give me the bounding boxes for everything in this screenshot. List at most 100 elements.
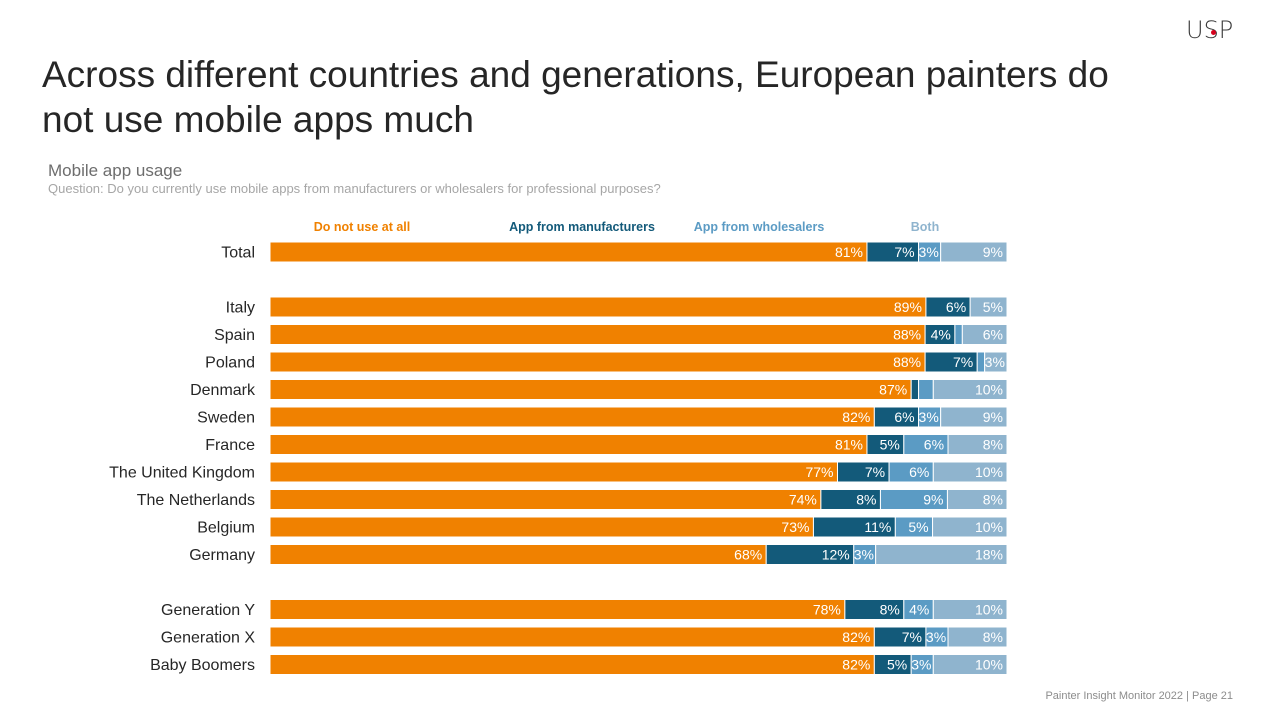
data-label-france-both: 8%	[983, 437, 1003, 453]
data-label-france-app-from-manufacturers: 5%	[880, 437, 900, 453]
legend-app-from-manufacturers: App from manufacturers	[509, 220, 655, 234]
data-label-generation-x-do-not-use-at-all: 82%	[842, 629, 870, 645]
data-label-italy-app-from-manufacturers: 6%	[946, 299, 966, 315]
data-label-sweden-both: 9%	[983, 409, 1003, 425]
category-label-generation-x: Generation X	[161, 630, 256, 647]
category-label-generation-y: Generation Y	[161, 602, 255, 619]
bar-spain-both	[961, 324, 1008, 345]
category-label-total: Total	[221, 245, 255, 262]
bar-the-netherlands-both	[946, 489, 1008, 510]
data-label-germany-both: 18%	[975, 547, 1003, 563]
bar-italy-do-not-use-at-all	[269, 296, 927, 318]
data-label-the-netherlands-app-from-wholesalers: 9%	[923, 492, 943, 508]
data-label-denmark-both: 10%	[975, 382, 1003, 398]
data-label-total-app-from-wholesalers: 3%	[919, 244, 939, 260]
bar-baby-boomers-do-not-use-at-all	[269, 654, 875, 675]
bar-the-netherlands-do-not-use-at-all	[269, 489, 822, 510]
data-label-france-do-not-use-at-all: 81%	[835, 437, 863, 453]
category-label-poland: Poland	[205, 355, 255, 372]
data-label-total-both: 9%	[983, 244, 1003, 260]
data-label-spain-both: 6%	[983, 327, 1003, 343]
bar-poland-do-not-use-at-all	[269, 351, 926, 373]
bar-sweden-do-not-use-at-all	[269, 406, 875, 428]
legend-app-from-wholesalers: App from wholesalers	[694, 220, 825, 234]
bar-belgium-do-not-use-at-all	[269, 516, 814, 538]
data-label-poland-app-from-manufacturers: 7%	[953, 354, 973, 370]
category-label-sweden: Sweden	[197, 410, 255, 427]
data-label-the-netherlands-both: 8%	[983, 492, 1003, 508]
data-label-total-app-from-manufacturers: 7%	[894, 244, 914, 260]
data-label-sweden-app-from-wholesalers: 3%	[919, 409, 939, 425]
data-label-germany-app-from-manufacturers: 12%	[822, 547, 850, 563]
bar-germany-both	[875, 544, 1008, 565]
data-label-france-app-from-wholesalers: 6%	[924, 437, 944, 453]
data-label-generation-y-app-from-manufacturers: 8%	[880, 602, 900, 618]
data-label-spain-do-not-use-at-all: 88%	[893, 327, 921, 343]
category-label-belgium: Belgium	[197, 520, 255, 537]
bar-total-do-not-use-at-all	[269, 241, 868, 263]
bar-denmark-app-from-wholesalers	[918, 379, 934, 400]
data-label-italy-do-not-use-at-all: 89%	[894, 299, 922, 315]
category-label-the-netherlands: The Netherlands	[137, 492, 255, 509]
chart-bars	[269, 241, 1008, 675]
data-label-belgium-both: 10%	[975, 519, 1003, 535]
data-label-sweden-do-not-use-at-all: 82%	[842, 409, 870, 425]
page-title: Across different countries and generatio…	[42, 54, 1109, 140]
data-label-baby-boomers-both: 10%	[975, 657, 1003, 673]
bar-denmark-both	[932, 379, 1008, 400]
bar-france-do-not-use-at-all	[269, 434, 868, 455]
data-label-generation-x-app-from-manufacturers: 7%	[902, 629, 922, 645]
data-label-baby-boomers-app-from-wholesalers: 3%	[911, 657, 931, 673]
bar-italy-both	[969, 296, 1008, 318]
bar-spain-app-from-wholesalers	[954, 324, 963, 345]
data-label-the-united-kingdom-both: 10%	[975, 464, 1003, 480]
bar-generation-y-both	[932, 599, 1008, 620]
chart-title: Mobile app usage	[48, 161, 183, 180]
data-label-the-united-kingdom-app-from-wholesalers: 6%	[909, 464, 929, 480]
bar-generation-y-do-not-use-at-all	[269, 599, 846, 620]
data-label-baby-boomers-app-from-manufacturers: 5%	[887, 657, 907, 673]
legend-do-not-use-at-all: Do not use at all	[314, 220, 411, 234]
chart-legend: Do not use at all App from manufacturers A…	[314, 220, 940, 234]
bar-france-both	[947, 434, 1008, 455]
data-label-the-netherlands-do-not-use-at-all: 74%	[789, 492, 817, 508]
bar-baby-boomers-both	[932, 654, 1008, 675]
data-label-germany-do-not-use-at-all: 68%	[734, 547, 762, 563]
category-label-italy: Italy	[226, 300, 255, 317]
data-label-germany-app-from-wholesalers: 3%	[854, 547, 874, 563]
category-label-france: France	[205, 437, 255, 454]
category-labels: Total Italy Spain Poland Denmark Sweden France…	[109, 245, 256, 675]
data-label-generation-x-app-from-wholesalers: 3%	[926, 629, 946, 645]
bar-spain-do-not-use-at-all	[269, 324, 926, 345]
data-label-poland-do-not-use-at-all: 88%	[893, 354, 921, 370]
category-label-denmark: Denmark	[190, 382, 256, 399]
category-label-baby-boomers: Baby Boomers	[150, 657, 255, 674]
data-label-total-do-not-use-at-all: 81%	[835, 244, 863, 260]
data-label-the-united-kingdom-do-not-use-at-all: 77%	[805, 464, 833, 480]
category-label-the-united-kingdom: The United Kingdom	[109, 465, 255, 482]
data-label-generation-y-do-not-use-at-all: 78%	[813, 602, 841, 618]
stacked-bar-chart: Do not use at all App from manufacturers A…	[109, 220, 1008, 675]
data-label-belgium-do-not-use-at-all: 73%	[781, 519, 809, 535]
category-label-germany: Germany	[189, 547, 255, 564]
bar-total-both	[940, 241, 1008, 263]
bar-sweden-both	[940, 406, 1008, 428]
page-footer: Painter Insight Monitor 2022 | Page 21	[1045, 690, 1233, 702]
bar-denmark-do-not-use-at-all	[269, 379, 912, 400]
data-label-the-netherlands-app-from-manufacturers: 8%	[856, 492, 876, 508]
data-label-the-united-kingdom-app-from-manufacturers: 7%	[865, 464, 885, 480]
data-label-italy-both: 5%	[983, 299, 1003, 315]
data-label-generation-y-both: 10%	[975, 602, 1003, 618]
bar-germany-do-not-use-at-all	[269, 544, 767, 565]
logo-dot	[1211, 30, 1216, 35]
data-label-generation-x-both: 8%	[983, 629, 1003, 645]
survey-question: Question: Do you currently use mobile ap…	[48, 181, 661, 196]
data-label-belgium-app-from-wholesalers: 5%	[908, 519, 928, 535]
data-label-poland-both: 3%	[985, 354, 1005, 370]
bar-generation-x-do-not-use-at-all	[269, 626, 875, 648]
data-label-baby-boomers-do-not-use-at-all: 82%	[842, 657, 870, 673]
bar-belgium-both	[932, 516, 1008, 538]
bar-the-united-kingdom-do-not-use-at-all	[269, 461, 838, 483]
data-labels: 81% 7% 3% 9%89% 6% 5%88% 4% 6%88% 7% 3%87% 10%82% 6…	[734, 244, 1005, 673]
bar-generation-x-both	[947, 626, 1008, 648]
